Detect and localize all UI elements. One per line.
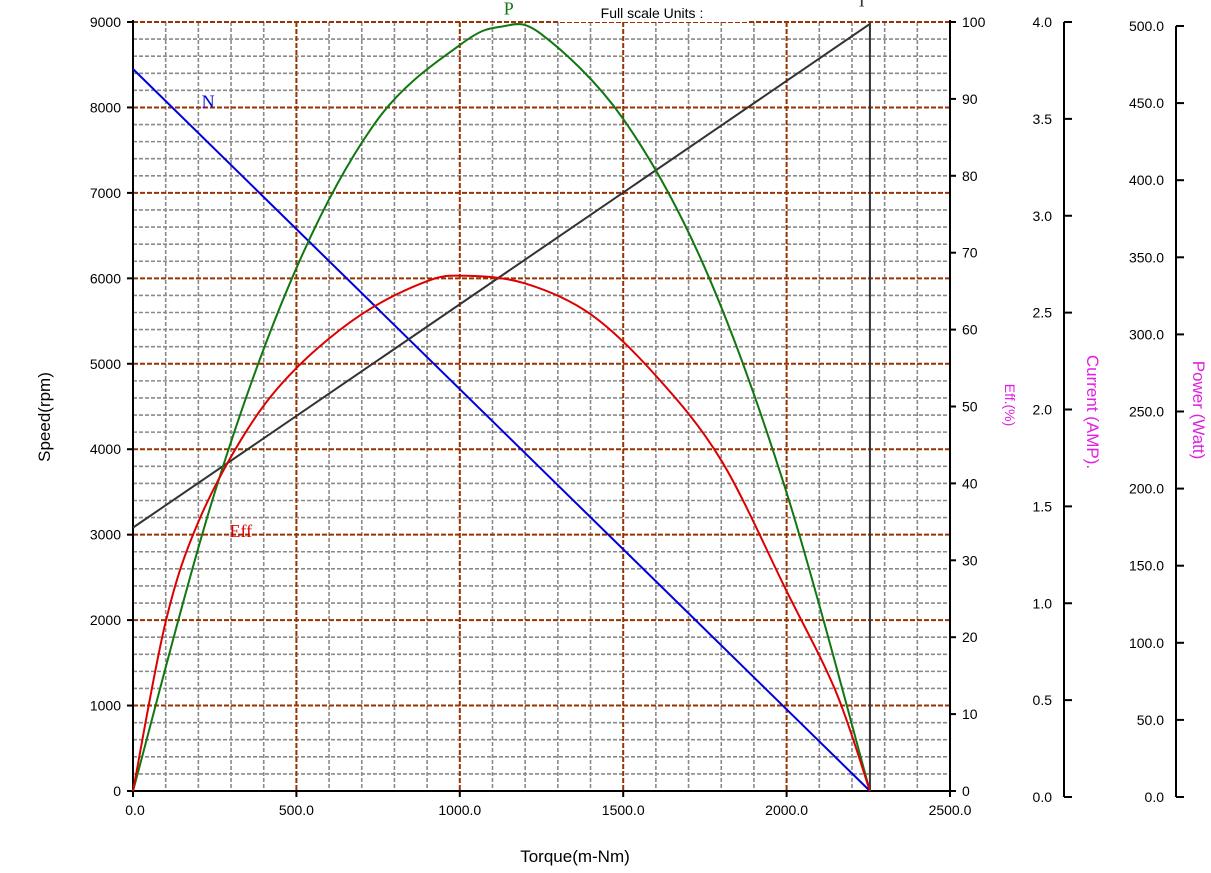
- eff-tick-label: 100: [962, 14, 986, 30]
- x-tick-label: 500.0: [279, 802, 314, 818]
- speed-tick-label: 0: [113, 783, 121, 799]
- series-n-line: [132, 68, 871, 792]
- speed-tick-label: 6000: [90, 270, 121, 286]
- x-tick-label: 2000.0: [765, 802, 808, 818]
- current-tick-label: 0.0: [1033, 789, 1053, 805]
- series-i-label: I: [859, 0, 865, 11]
- speed-tick-label: 2000: [90, 612, 121, 628]
- power-tick-label: 250.0: [1129, 404, 1164, 420]
- eff-tick-label: 90: [962, 91, 978, 107]
- current-axis-label: Current (AMP).: [1083, 355, 1102, 469]
- speed-axis-label: Speed(rpm): [35, 372, 54, 462]
- speed-tick-label: 7000: [90, 185, 121, 201]
- current-tick-label: 4.0: [1033, 14, 1053, 30]
- axes: 0.0 500.0 1000.0 1500.0 2000.0 2500.001000200…: [90, 14, 1184, 818]
- power-tick-label: 0.0: [1145, 789, 1165, 805]
- current-tick-label: 2.0: [1033, 402, 1053, 418]
- series-i-line: [132, 22, 871, 791]
- speed-tick-label: 5000: [90, 356, 121, 372]
- eff-tick-label: 10: [962, 706, 978, 722]
- power-axis-label: Power (Watt): [1189, 361, 1208, 460]
- title-background: [558, 4, 748, 22]
- speed-tick-label: 3000: [90, 527, 121, 543]
- power-tick-label: 500.0: [1129, 18, 1164, 34]
- chart-title: Full scale Units :: [601, 5, 704, 21]
- eff-tick-label: 70: [962, 245, 978, 261]
- power-tick-label: 450.0: [1129, 95, 1164, 111]
- eff-tick-label: 20: [962, 629, 978, 645]
- current-tick-label: 1.5: [1033, 498, 1053, 514]
- speed-tick-label: 8000: [90, 99, 121, 115]
- minor-grid: [133, 22, 950, 791]
- power-tick-label: 200.0: [1129, 481, 1164, 497]
- power-tick-label: 100.0: [1129, 635, 1164, 651]
- eff-tick-label: 0: [962, 783, 970, 799]
- series-p-line: [132, 23, 871, 792]
- x-tick-label: 1500.0: [602, 802, 645, 818]
- eff-axis-label: Eff.(%): [1002, 384, 1018, 427]
- eff-tick-label: 80: [962, 168, 978, 184]
- eff-tick-label: 30: [962, 552, 978, 568]
- current-tick-label: 3.5: [1033, 111, 1053, 127]
- current-tick-label: 1.0: [1033, 595, 1053, 611]
- speed-tick-label: 1000: [90, 698, 121, 714]
- series-lines: [132, 22, 871, 792]
- power-tick-label: 350.0: [1129, 249, 1164, 265]
- eff-tick-label: 60: [962, 322, 978, 338]
- series-n-label: N: [202, 91, 215, 111]
- power-tick-label: 400.0: [1129, 172, 1164, 188]
- series-p-label: P: [504, 0, 514, 18]
- power-tick-label: 50.0: [1137, 712, 1164, 728]
- series-labels: N I P Eff: [202, 0, 865, 541]
- x-tick-label: 2500.0: [929, 802, 972, 818]
- eff-tick-label: 50: [962, 399, 978, 415]
- eff-tick-label: 40: [962, 475, 978, 491]
- major-grid: [133, 21, 950, 791]
- power-tick-label: 150.0: [1129, 558, 1164, 574]
- power-tick-label: 300.0: [1129, 326, 1164, 342]
- series-eff-label: Eff: [230, 521, 253, 541]
- x-axis-label: Torque(m-Nm): [520, 847, 630, 866]
- speed-tick-label: 9000: [90, 14, 121, 30]
- plot-frame: [132, 20, 951, 792]
- series-eff-line: [132, 274, 871, 792]
- speed-tick-label: 4000: [90, 441, 121, 457]
- current-tick-label: 3.0: [1033, 208, 1053, 224]
- current-tick-label: 2.5: [1033, 305, 1053, 321]
- x-tick-label: 0.0: [125, 802, 145, 818]
- current-tick-label: 0.5: [1033, 692, 1053, 708]
- x-tick-label: 1000.0: [438, 802, 481, 818]
